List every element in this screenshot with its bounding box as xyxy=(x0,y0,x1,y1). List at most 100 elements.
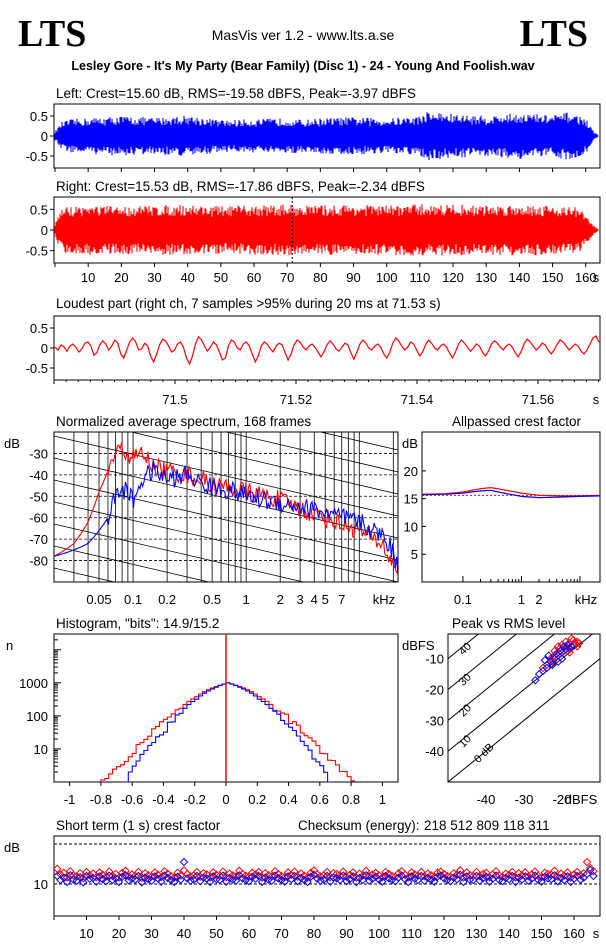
short-term-crest-point-left xyxy=(482,872,491,882)
short-term-crest-point-left xyxy=(374,875,384,884)
left-waveform-ytick-label: 0 xyxy=(41,129,48,144)
short-term-crest-point-left xyxy=(407,872,416,881)
short-term-crest-point-left xyxy=(423,873,432,883)
short-term-crest-point-left xyxy=(433,872,442,882)
short-term-crest-point-left xyxy=(118,872,127,882)
short-term-crest-xtick-label: s xyxy=(593,926,600,941)
avg-spectrum-panel: Normalized average spectrum, 168 frames d… xyxy=(4,414,399,607)
peak-vs-rms-ylabel: dBFS xyxy=(402,638,435,653)
short-term-crest-point-left xyxy=(514,873,523,882)
peak-vs-rms-diagonal xyxy=(448,634,594,752)
short-term-crest-point-right xyxy=(241,871,250,880)
right-waveform-title: Right: Crest=15.53 dB, RMS=-17.86 dBFS, … xyxy=(56,179,425,194)
left-waveform-ytick-label: -0.5 xyxy=(26,149,48,164)
short-term-crest-point-right xyxy=(423,869,432,878)
short-term-crest-point-left xyxy=(332,874,341,883)
logo-left: LTS xyxy=(18,13,86,55)
short-term-crest-point-left xyxy=(501,873,510,883)
short-term-crest-point-right xyxy=(582,857,592,867)
short-term-crest-point-left xyxy=(179,857,189,867)
short-term-crest-point-left xyxy=(254,871,263,881)
short-term-crest-point-left xyxy=(478,874,488,883)
peak-vs-rms-point-left xyxy=(563,640,572,650)
short-term-crest-point-left xyxy=(241,875,250,885)
short-term-crest-point-left xyxy=(540,872,549,882)
short-term-crest-point-left xyxy=(313,874,322,884)
short-term-crest-point-left xyxy=(231,876,241,886)
avg-spectrum-slope-line xyxy=(129,432,398,495)
avg-spectrum-xtick-label: 4 xyxy=(311,592,318,607)
short-term-crest-point-right xyxy=(449,868,458,878)
peak-vs-rms-ytick-label: -30 xyxy=(425,713,444,728)
avg-spectrum-xtick-label: 7 xyxy=(338,592,345,607)
peak-vs-rms-point-left xyxy=(548,660,557,670)
peak-vs-rms-point-left xyxy=(553,657,563,666)
peak-vs-rms-ytick-label: -20 xyxy=(425,683,444,698)
avg-spectrum-xtick-label: 0.05 xyxy=(86,592,111,607)
short-term-crest-xtick-label: 10 xyxy=(79,926,93,941)
short-term-crest-point-left xyxy=(576,875,585,884)
short-term-crest-point-right xyxy=(205,873,215,882)
short-term-crest-point-left xyxy=(456,870,465,880)
avg-spectrum-slope-line xyxy=(54,435,398,517)
short-term-crest-point-left xyxy=(251,874,260,884)
avg-spectrum-slope-line xyxy=(318,432,398,451)
short-term-crest-title: Short term (1 s) crest factor xyxy=(56,818,221,833)
short-term-crest-point-right xyxy=(157,872,166,882)
short-term-crest-xtick-label: 30 xyxy=(144,926,158,941)
short-term-crest-point-right xyxy=(163,869,172,878)
short-term-crest-point-left xyxy=(218,871,228,880)
short-term-crest-point-right xyxy=(355,869,364,878)
loudest-part-title: Loudest part (right ch, 7 samples >95% d… xyxy=(56,296,441,311)
short-term-crest-point-left xyxy=(98,874,107,884)
avg-spectrum-xtick-label: kHz xyxy=(373,592,395,607)
right-waveform-signal xyxy=(54,204,599,256)
short-term-crest-point-right xyxy=(160,866,169,876)
short-term-crest-point-left xyxy=(270,871,280,880)
short-term-crest-point-left xyxy=(394,873,403,882)
peak-vs-rms-point-right xyxy=(572,642,582,651)
short-term-crest-xtick-label: 70 xyxy=(274,926,288,941)
loudest-part-ytick-label: 0 xyxy=(41,341,48,356)
short-term-crest-point-left xyxy=(316,876,325,886)
histogram-ytick-label: 100 xyxy=(26,709,48,724)
short-term-crest-point-right xyxy=(394,868,403,878)
short-term-crest-point-left xyxy=(410,874,419,884)
avg-spectrum-xtick-label: 3 xyxy=(297,592,304,607)
short-term-crest-xtick-label: 40 xyxy=(177,926,191,941)
avg-spectrum-slope-line xyxy=(54,523,306,582)
short-term-crest-point-left xyxy=(277,875,286,885)
short-term-crest-point-left xyxy=(264,875,273,884)
short-term-crest-point-left xyxy=(586,865,595,875)
short-term-crest-point-left xyxy=(137,878,146,887)
loudest-part-ytick-label: 0.5 xyxy=(30,321,48,336)
loudest-part-xtick-label: 71.56 xyxy=(522,392,555,407)
histogram-panel: Histogram, "bits": 14.9/15.2n100010010-1… xyxy=(6,616,399,807)
peak-vs-rms-diag-label: 20 xyxy=(457,702,474,719)
short-term-crest-point-left xyxy=(339,871,348,880)
short-term-crest-point-left xyxy=(563,872,572,881)
peak-vs-rms-diag-label: 0 dB xyxy=(472,741,496,765)
short-term-crest-point-left xyxy=(355,873,364,883)
short-term-crest-point-right xyxy=(183,869,192,879)
short-term-crest-point-left xyxy=(537,877,546,886)
short-term-crest-point-left xyxy=(186,876,195,886)
avg-spectrum-slope-line xyxy=(54,567,116,582)
short-term-crest-point-left xyxy=(166,875,176,885)
short-term-crest-point-left xyxy=(430,877,439,886)
short-term-crest-point-left xyxy=(569,874,579,884)
peak-vs-rms-diag-label: 30 xyxy=(457,671,474,688)
short-term-crest-point-left xyxy=(274,874,283,883)
short-term-crest-point-right xyxy=(127,870,137,879)
right-waveform-xtick-label: 60 xyxy=(247,270,261,285)
short-term-crest-point-left xyxy=(404,877,413,887)
peak-vs-rms-diagonal xyxy=(448,658,600,782)
left-waveform-signal xyxy=(54,112,599,160)
short-term-crest-point-left xyxy=(150,872,159,881)
peak-vs-rms-xtick-label: -30 xyxy=(515,792,534,807)
short-term-crest-point-left xyxy=(183,874,192,883)
short-term-crest-point-left xyxy=(267,876,276,886)
avg-spectrum-series-right xyxy=(54,442,398,574)
short-term-crest-point-left xyxy=(417,871,426,881)
short-term-crest-point-left xyxy=(508,871,517,881)
